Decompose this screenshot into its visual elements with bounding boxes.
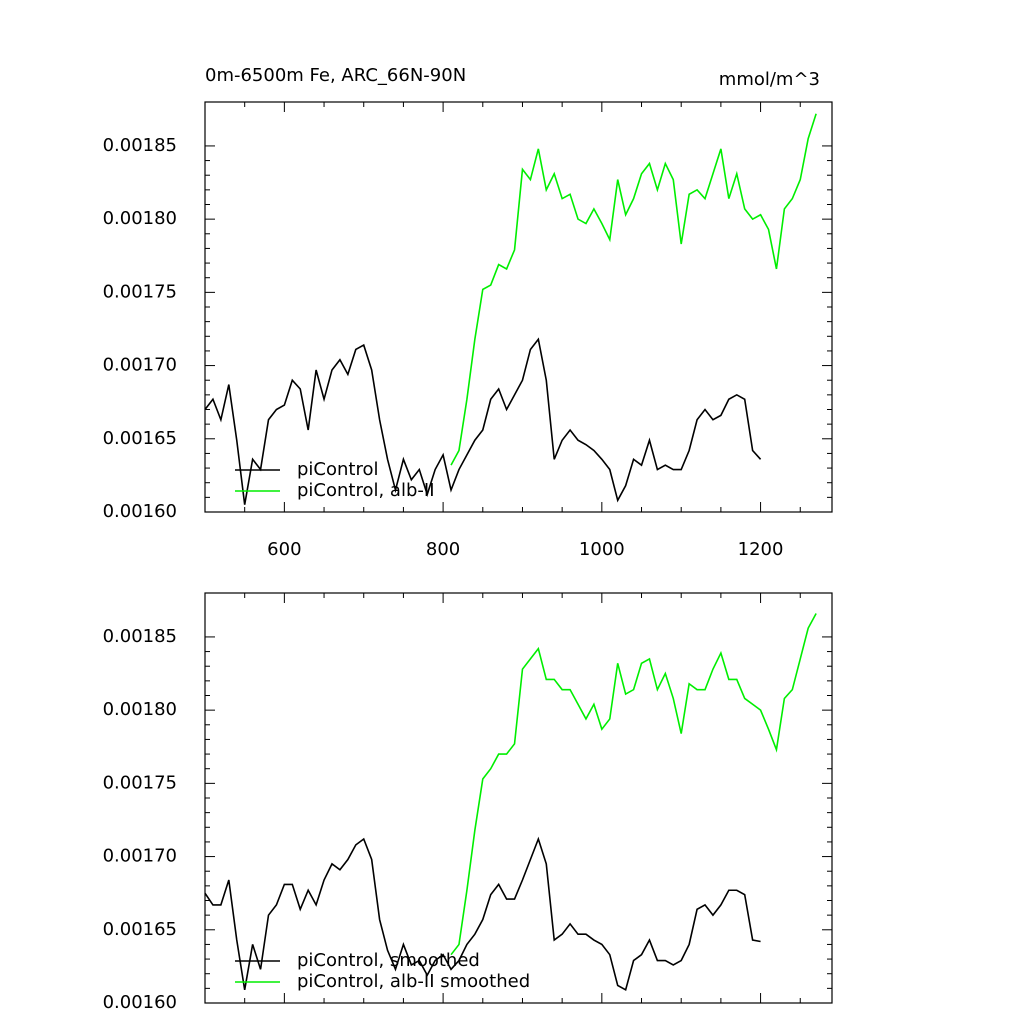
units-label: mmol/m^3	[719, 69, 820, 90]
y-tick-label: 0.00185	[103, 135, 177, 156]
y-tick-label: 0.00180	[103, 699, 177, 720]
x-tick-label: 600	[267, 539, 301, 560]
y-tick-label: 0.00170	[103, 355, 177, 376]
panel-title: 0m-6500m Fe, ARC_66N-90N	[205, 65, 466, 86]
x-tick-label: 1000	[579, 539, 625, 560]
series-line	[450, 113, 817, 466]
plot-frame	[204, 101, 833, 513]
y-tick-label: 0.00160	[103, 992, 177, 1013]
y-tick-label: 0.00175	[103, 772, 177, 793]
y-tick-label: 0.00160	[103, 501, 177, 522]
series-line	[204, 836, 761, 992]
y-tick-label: 0.00165	[103, 919, 177, 940]
plot-frame	[204, 592, 833, 1004]
x-tick-label: 1200	[738, 539, 784, 560]
legend-label: piControl, smoothed	[297, 950, 480, 971]
y-tick-label: 0.00180	[103, 208, 177, 229]
legend-label: piControl, alb-II	[297, 480, 435, 501]
series-line	[204, 337, 762, 505]
y-tick-label: 0.00165	[103, 428, 177, 449]
x-tick-label: 800	[426, 539, 460, 560]
series-line	[450, 613, 817, 956]
legend-label: piControl, alb-II smoothed	[297, 971, 530, 992]
y-tick-label: 0.00170	[103, 846, 177, 867]
legend-label: piControl	[297, 459, 379, 480]
y-tick-label: 0.00175	[103, 281, 177, 302]
y-tick-label: 0.00185	[103, 626, 177, 647]
